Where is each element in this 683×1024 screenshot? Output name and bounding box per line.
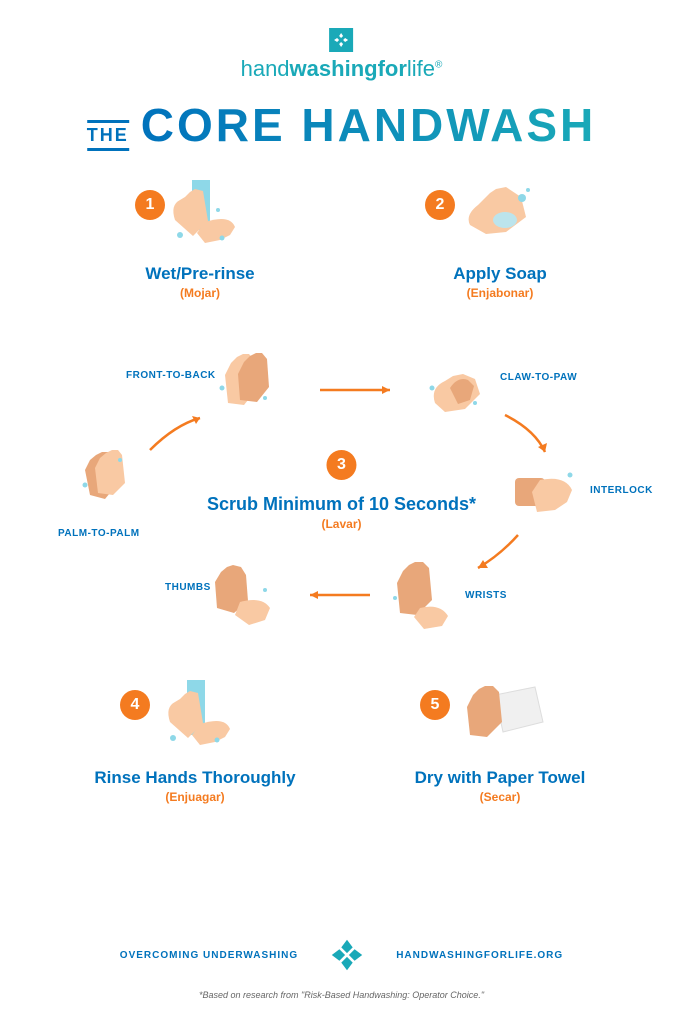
scrub-wrist-icon (385, 558, 460, 630)
footer-left: OVERCOMING UNDERWASHING (120, 950, 298, 961)
scrub-claw-icon (420, 358, 490, 428)
step-1: 1 Wet/Pre-rinse (Mojar) (100, 180, 300, 300)
step-5-title: Dry with Paper Towel (390, 768, 610, 788)
step-1-icon (150, 180, 250, 258)
step-3: 3 Scrub Minimum of 10 Seconds* (Lavar) (207, 450, 476, 531)
brand-reg: ® (435, 60, 442, 71)
step-5-icon (450, 680, 550, 762)
step-4-num: 4 (120, 690, 150, 720)
step-3-title: Scrub Minimum of 10 Seconds* (207, 494, 476, 515)
step-4: 4 Rinse Hands Thoroughly (Enjuagar) (85, 680, 305, 804)
scrub-label-4: WRISTS (465, 590, 507, 601)
step-2-sub: (Enjabonar) (400, 286, 600, 300)
scrub-label-2: CLAW-TO-PAW (500, 372, 577, 383)
step-3-sub: (Lavar) (207, 517, 476, 531)
scrub-front-icon (210, 348, 282, 420)
scrub-interlock-icon (510, 460, 582, 525)
step-1-title: Wet/Pre-rinse (100, 264, 300, 284)
step-1-num: 1 (135, 190, 165, 220)
step-3-num: 3 (327, 450, 357, 480)
brand-text: handwashingforlife® (241, 56, 443, 82)
scrub-label-3: INTERLOCK (590, 485, 653, 496)
step-5-num: 5 (420, 690, 450, 720)
brand-part2: washingfor (290, 56, 407, 81)
footer-right: HANDWASHINGFORLIFE.ORG (396, 950, 563, 961)
step-2-title: Apply Soap (400, 264, 600, 284)
title-the: THE (87, 120, 129, 151)
brand-part3: life (407, 56, 435, 81)
arrow-1 (145, 410, 210, 455)
scrub-thumb-icon (205, 560, 280, 630)
step-5: 5 Dry with Paper Towel (Secar) (390, 680, 610, 804)
scrub-palm-icon (70, 445, 140, 515)
brand-logo: handwashingforlife® (241, 28, 443, 82)
brand-part1: hand (241, 56, 290, 81)
title-core: CORE HANDWASH (141, 98, 597, 152)
step-2-icon (450, 180, 550, 258)
step-2: 2 Apply Soap (Enjabonar) (400, 180, 600, 300)
scrub-label-5: THUMBS (165, 582, 211, 593)
logo-icon (329, 28, 353, 52)
citation: *Based on research from "Risk-Based Hand… (0, 990, 683, 1000)
step-4-title: Rinse Hands Thoroughly (85, 768, 305, 788)
footer-icon (328, 936, 366, 974)
footer: OVERCOMING UNDERWASHING HANDWASHINGFORLI… (0, 936, 683, 974)
step-4-sub: (Enjuagar) (85, 790, 305, 804)
arrow-5 (300, 585, 375, 605)
step-1-sub: (Mojar) (100, 286, 300, 300)
step-5-sub: (Secar) (390, 790, 610, 804)
main-title: THE CORE HANDWASH (87, 98, 597, 152)
arrow-2 (315, 380, 400, 400)
step-4-icon (145, 680, 245, 762)
step-2-num: 2 (425, 190, 455, 220)
arrow-4 (470, 530, 525, 575)
arrow-3 (500, 410, 555, 460)
scrub-label-1: FRONT-TO-BACK (126, 370, 216, 381)
scrub-label-0: PALM-TO-PALM (58, 528, 140, 539)
